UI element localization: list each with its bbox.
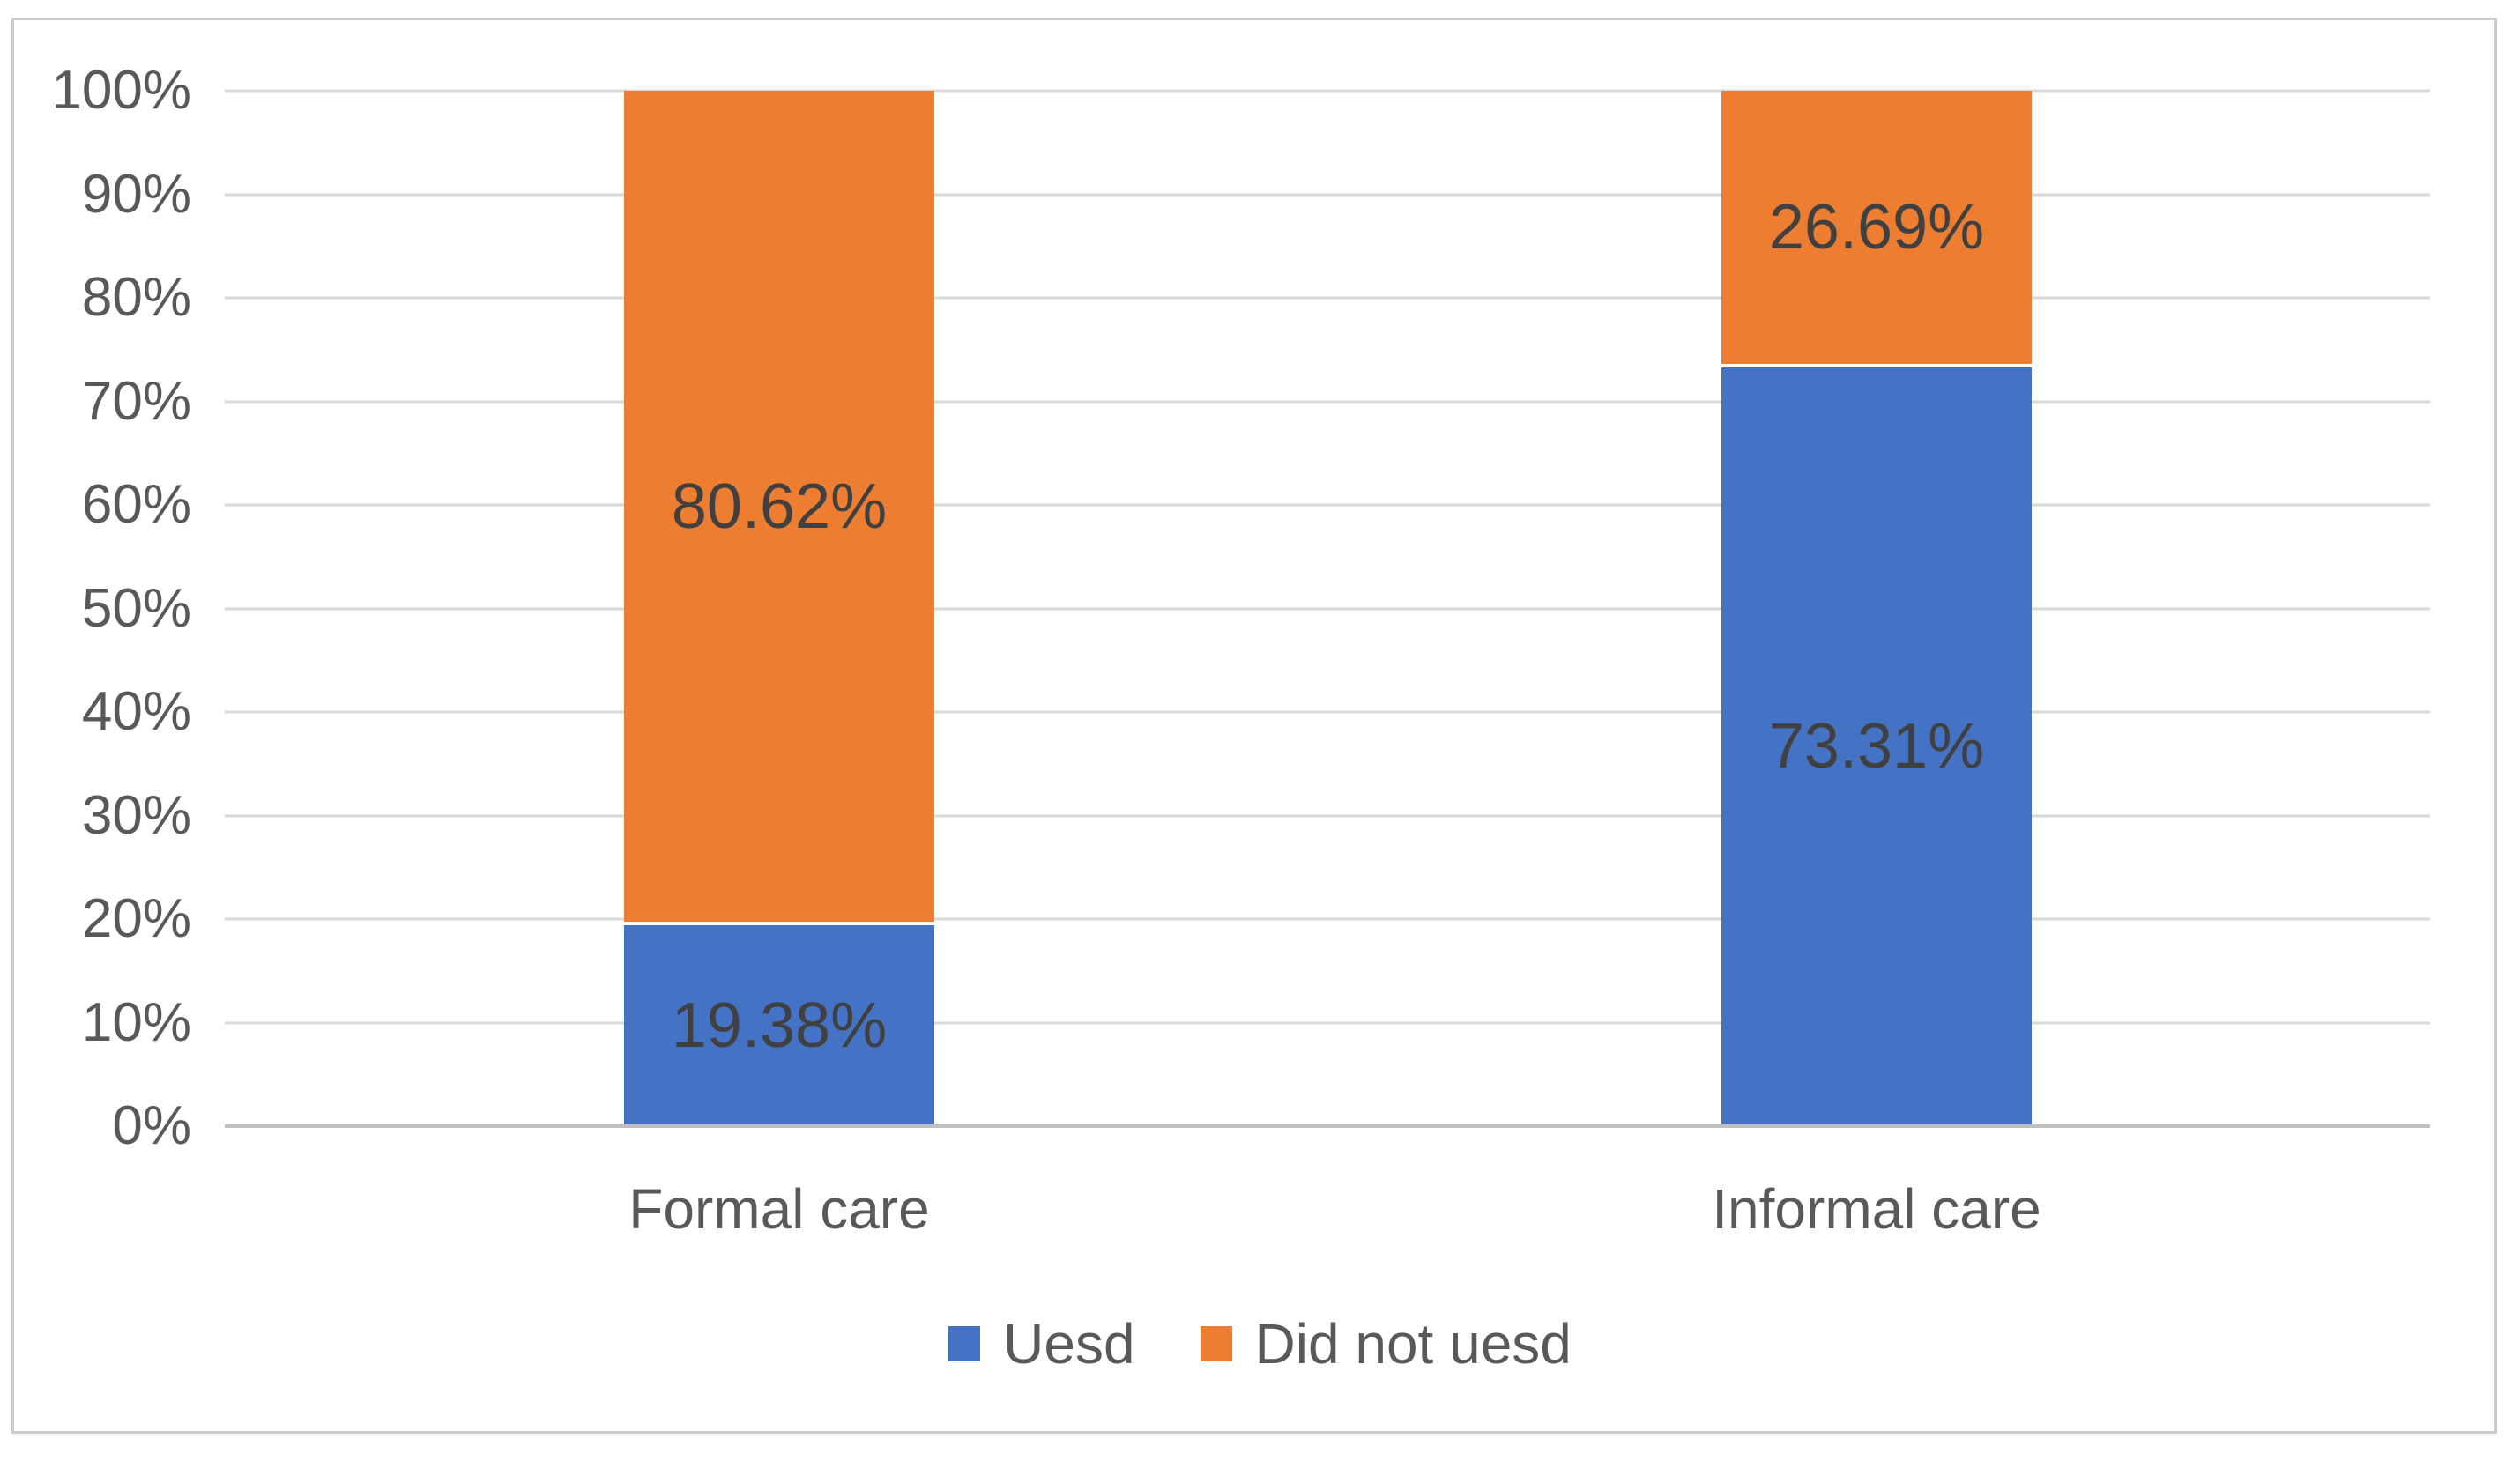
gridline-10%: [225, 1021, 2430, 1024]
gridline-100%: [225, 89, 2430, 93]
gridline-40%: [225, 710, 2430, 714]
y-tick-label-60%: 60%: [81, 474, 191, 535]
data-label-uesd-informal-care: 73.31%: [1768, 711, 1985, 782]
gridline-80%: [225, 296, 2430, 300]
gridline-50%: [225, 607, 2430, 610]
y-tick-label-30%: 30%: [81, 784, 191, 846]
legend-label-did-not-uesd: Did not uesd: [1254, 1312, 1572, 1376]
gridline-60%: [225, 503, 2430, 507]
gridline-20%: [225, 917, 2430, 921]
y-tick-label-90%: 90%: [81, 163, 191, 225]
y-tick-label-100%: 100%: [51, 60, 191, 121]
category-label-formal-care: Formal care: [628, 1177, 930, 1241]
legend-swatch-uesd: [948, 1326, 981, 1361]
category-label-informal-care: Informal care: [1712, 1177, 2041, 1241]
y-tick-label-0%: 0%: [112, 1095, 191, 1156]
plot-area: 80.62% 19.38% 26.69% 73.31%: [225, 89, 2430, 1128]
y-tick-label-40%: 40%: [81, 681, 191, 742]
bar-formal-care: 80.62% 19.38%: [624, 91, 934, 1126]
legend-swatch-did-not-uesd: [1200, 1326, 1232, 1361]
x-axis-line: [225, 1124, 2430, 1128]
chart-border-frame: [11, 18, 2497, 1434]
y-tick-label-10%: 10%: [81, 991, 191, 1053]
y-tick-label-20%: 20%: [81, 888, 191, 949]
segment-did-not-uesd-informal-care: 26.69%: [1721, 91, 2032, 367]
segment-uesd-informal-care: 73.31%: [1721, 367, 2032, 1126]
gridline-30%: [225, 814, 2430, 817]
category-axis: Formal care Informal care: [225, 1172, 2430, 1246]
y-tick-label-70%: 70%: [81, 370, 191, 432]
y-tick-label-50%: 50%: [81, 577, 191, 639]
data-label-uesd-formal-care: 19.38%: [671, 990, 888, 1062]
legend-label-uesd: Uesd: [1003, 1312, 1135, 1376]
gridline-90%: [225, 193, 2430, 196]
segment-uesd-formal-care: 19.38%: [624, 925, 934, 1126]
y-tick-label-80%: 80%: [81, 267, 191, 328]
segment-did-not-uesd-formal-care: 80.62%: [624, 91, 934, 926]
legend: Uesd Did not uesd: [0, 1309, 2520, 1379]
bar-informal-care: 26.69% 73.31%: [1721, 91, 2032, 1126]
y-axis-tick-labels: 0% 10% 20% 30% 40% 50% 60% 70% 80% 90% 100%: [24, 63, 191, 1153]
data-label-did-not-uesd-formal-care: 80.62%: [671, 471, 888, 542]
data-label-did-not-uesd-informal-care: 26.69%: [1768, 191, 1985, 263]
gridline-70%: [225, 400, 2430, 403]
